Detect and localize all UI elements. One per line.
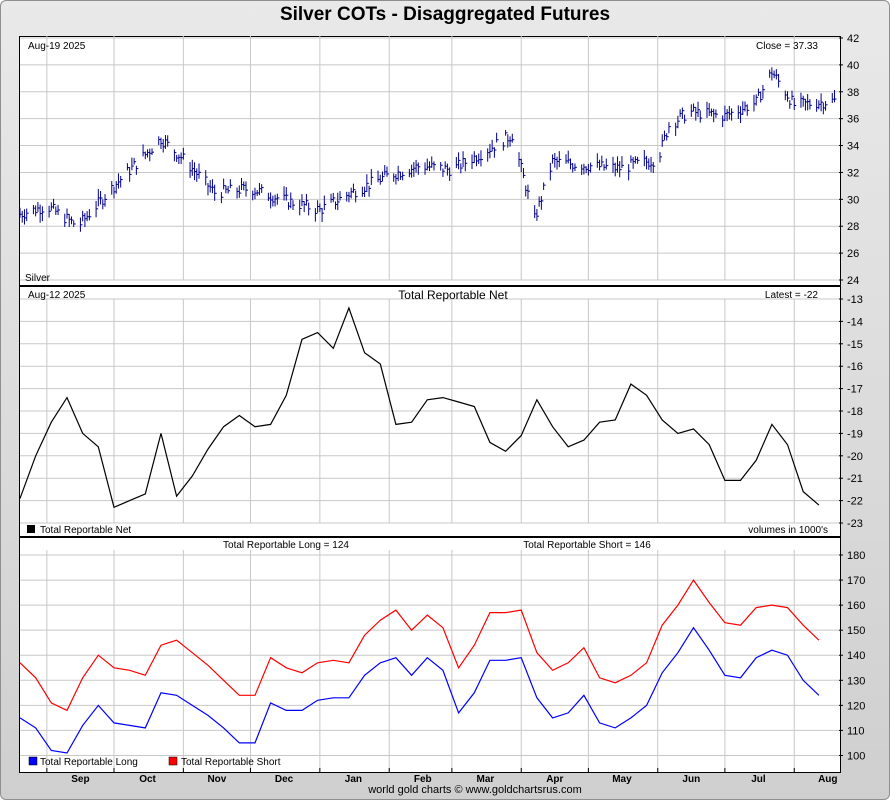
y-tick-label: 30: [847, 194, 859, 206]
y-tick-label: 26: [847, 248, 859, 260]
chart-title: Silver COTs - Disaggregated Futures: [279, 4, 611, 25]
y-tick-label: -17: [847, 384, 863, 396]
y-tick-label: 170: [847, 575, 865, 587]
y-tick-label: 100: [847, 750, 865, 762]
grid-layer: [20, 36, 839, 771]
short-line: [19, 579, 820, 712]
net-legend-label: Total Reportable Net: [40, 525, 131, 536]
x-tick-label: Sep: [71, 774, 89, 785]
y-tick-label: -16: [847, 361, 863, 373]
short-legend-label: Total Reportable Short: [181, 757, 281, 768]
net-panel-title: Total Reportable Net: [398, 288, 508, 302]
price-series: [19, 67, 837, 232]
long-line: [19, 626, 820, 754]
x-tick-label: Mar: [477, 774, 495, 785]
y-tick-label: 150: [847, 625, 865, 637]
axis-layer: 24 26 28 30 32 34 36 38 40 42 -23 -22 -21 -20 -19 -18 -1…: [46, 33, 865, 785]
y-tick-label: 180: [847, 550, 865, 562]
net-latest-label: Latest = -22: [765, 290, 819, 301]
long-legend-label: Total Reportable Long: [40, 757, 138, 768]
footer-credit: world gold charts © www.goldchartsrus.co…: [368, 784, 582, 796]
y-tick-label: -22: [847, 496, 863, 508]
price-series-label: Silver: [25, 273, 51, 284]
x-tick-label: Feb: [414, 774, 432, 785]
y-tick-label: -14: [847, 316, 863, 328]
x-tick-label: Apr: [546, 774, 563, 785]
x-tick-label: Nov: [207, 774, 226, 785]
y-tick-label: 130: [847, 675, 865, 687]
y-tick-label: 120: [847, 700, 865, 712]
y-tick-label: 110: [847, 725, 865, 737]
y-tick-label: -23: [847, 518, 863, 530]
x-tick-label: Dec: [275, 774, 294, 785]
y-tick-label: 40: [847, 60, 859, 72]
y-tick-label: -18: [847, 406, 863, 418]
x-tick-label: Jan: [345, 774, 362, 785]
net-date-label: Aug-12 2025: [28, 290, 86, 301]
y-tick-label: -19: [847, 428, 863, 440]
x-tick-label: Jun: [682, 774, 700, 785]
x-tick-label: Jul: [751, 774, 766, 785]
long-legend-swatch: [28, 756, 38, 766]
y-tick-label: 160: [847, 600, 865, 612]
y-tick-label: 38: [847, 87, 859, 99]
series-layer: [19, 67, 837, 754]
price-close-label: Close = 37.33: [756, 41, 818, 52]
x-tick-label: Oct: [139, 774, 156, 785]
net-legend-swatch: [27, 525, 35, 533]
x-tick-label: Aug: [818, 774, 837, 785]
short-legend-swatch: [168, 756, 178, 766]
y-tick-label: -13: [847, 294, 863, 306]
price-date-label: Aug-19 2025: [28, 41, 86, 52]
y-tick-label: 32: [847, 167, 859, 179]
y-tick-label: 42: [847, 33, 859, 45]
y-tick-label: 34: [847, 141, 859, 153]
y-tick-label: 36: [847, 114, 859, 126]
net-line: [19, 306, 820, 509]
short-value-label: Total Reportable Short = 146: [523, 540, 651, 551]
y-tick-label: -15: [847, 339, 863, 351]
y-tick-label: 28: [847, 221, 859, 233]
long-value-label: Total Reportable Long = 124: [223, 540, 349, 551]
x-tick-label: May: [612, 774, 632, 785]
y-tick-label: -20: [847, 451, 863, 463]
y-tick-label: -21: [847, 473, 863, 485]
volumes-note: volumes in 1000's: [748, 525, 828, 536]
y-tick-label: 24: [847, 275, 859, 287]
y-tick-label: 140: [847, 650, 865, 662]
plot-area: [19, 36, 841, 773]
